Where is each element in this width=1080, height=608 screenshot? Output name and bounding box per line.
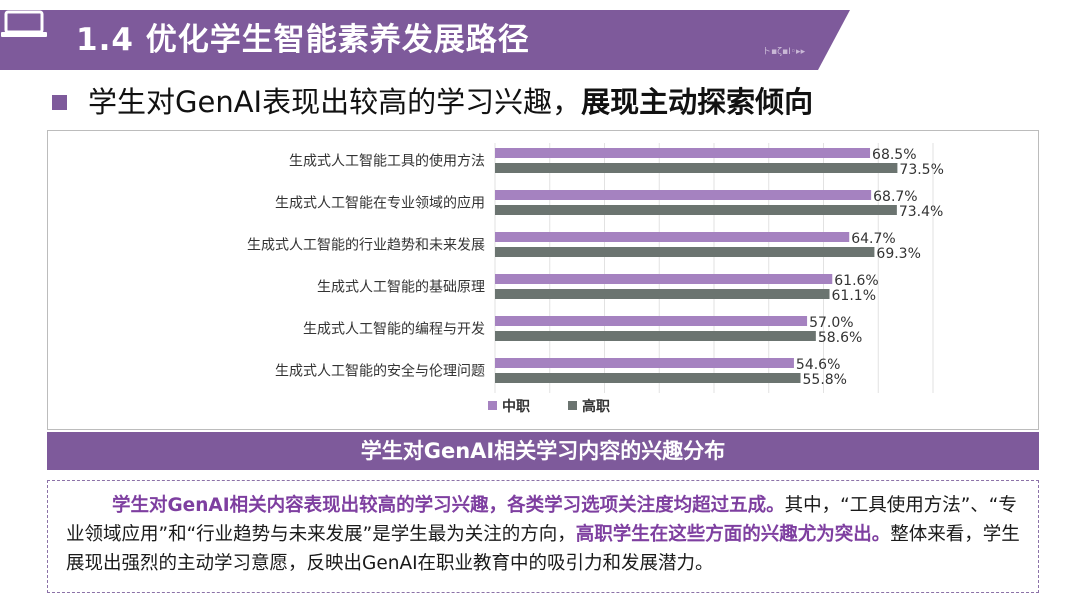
description-normal-2: 整体来看，学生展现出强烈的主动学习意愿，反映出GenAI在职业教育中的吸引力和发… — [66, 524, 1020, 574]
banner-background — [0, 10, 850, 70]
data-label: 73.4% — [899, 204, 943, 220]
data-label: 68.5% — [872, 147, 916, 163]
category-label: 生成式人工智能工具的使用方法 — [289, 153, 485, 170]
bar-中职 — [495, 232, 850, 242]
bar-中职 — [495, 148, 871, 158]
bar-高职 — [495, 205, 897, 215]
subtitle-bold: 展现主动探索倾向 — [581, 85, 814, 119]
category-label: 生成式人工智能的安全与伦理问题 — [275, 363, 485, 380]
square-bullet-icon — [52, 95, 67, 110]
legend-swatch — [488, 401, 497, 410]
bar-中职 — [495, 358, 794, 368]
data-label: 57.0% — [809, 315, 853, 331]
bar-chart: 生成式人工智能工具的使用方法 68.5%73.5% 生成式人工智能在专业领域的应用 6… — [247, 143, 944, 415]
decorative-text: ト▪ζ▪Ⅰ◦▸▸ — [762, 47, 806, 57]
laptop-icon — [1, 10, 47, 37]
category-label: 生成式人工智能的基础原理 — [317, 279, 485, 296]
chart-caption: 学生对GenAI相关学习内容的兴趣分布 — [47, 432, 1039, 470]
header-banner: 1.4 优化学生智能素养发展路径 — [0, 10, 850, 70]
subtitle-normal: 学生对GenAI表现出较高的学习兴趣， — [88, 85, 582, 119]
description-text: 学生对GenAI相关内容表现出较高的学习兴趣，各类学习选项关注度均超过五成。其中… — [66, 491, 1022, 578]
data-label: 55.8% — [803, 372, 847, 388]
data-label: 73.5% — [899, 162, 943, 178]
subtitle: 学生对GenAI表现出较高的学习兴趣，展现主动探索倾向 — [88, 82, 813, 122]
description-highlight-2: 高职学生在这些方面的兴趣尤为突出。 — [575, 524, 891, 545]
bar-中职 — [495, 316, 808, 326]
data-label: 58.6% — [818, 330, 862, 346]
page-title: 1.4 优化学生智能素养发展路径 — [76, 22, 530, 58]
description-normal-1: 其中，“工具使用方法”、“专业领域应用”和“行业趋势与未来发展”是学生最为关注的… — [66, 495, 1017, 545]
category-label: 生成式人工智能的行业趋势和未来发展 — [247, 238, 485, 254]
bar-高职 — [495, 331, 816, 341]
data-label: 64.7% — [851, 231, 895, 247]
chart-frame: 生成式人工智能工具的使用方法 68.5% 73.5% 生成式人工智能在专业领域的应用 6… — [47, 130, 1039, 430]
bar-中职 — [495, 190, 872, 200]
legend-label: 中职 — [502, 398, 530, 415]
data-label: 61.1% — [832, 288, 876, 304]
data-label: 68.7% — [873, 189, 917, 205]
data-label: 54.6% — [796, 357, 840, 373]
data-label: 69.3% — [876, 246, 920, 262]
legend-swatch — [568, 401, 577, 410]
bar-高职 — [495, 289, 830, 299]
category-label: 生成式人工智能的编程与开发 — [303, 322, 485, 338]
data-label: 61.6% — [834, 273, 878, 289]
description-box: 学生对GenAI相关内容表现出较高的学习兴趣，各类学习选项关注度均超过五成。其中… — [47, 480, 1039, 593]
description-highlight-1: 学生对GenAI相关内容表现出较高的学习兴趣，各类学习选项关注度均超过五成。 — [112, 495, 785, 516]
bar-高职 — [495, 247, 875, 257]
bar-高职 — [495, 373, 801, 383]
legend-label: 高职 — [582, 398, 610, 415]
category-label: 生成式人工智能在专业领域的应用 — [275, 195, 485, 212]
bar-中职 — [495, 274, 833, 284]
bar-高职 — [495, 163, 898, 173]
